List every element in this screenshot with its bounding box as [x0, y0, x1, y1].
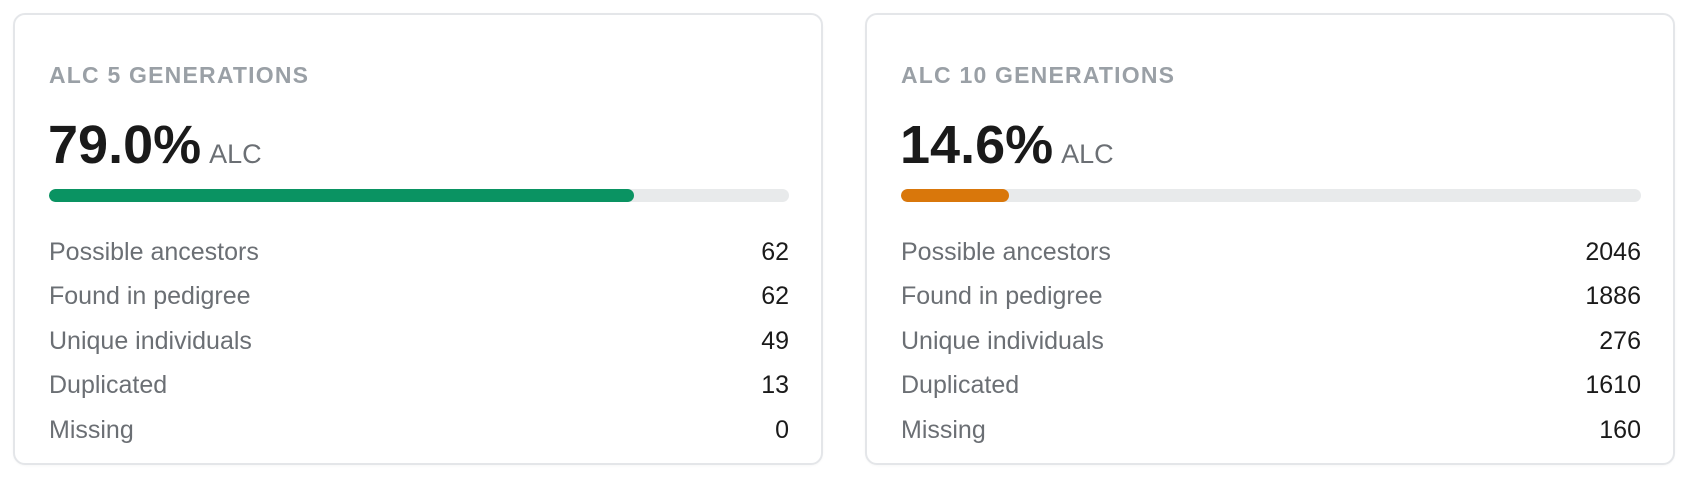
progress-bar — [49, 189, 789, 202]
stat-label: Possible ancestors — [901, 237, 1111, 266]
alc-percent: 14.6% — [900, 115, 1054, 175]
stat-value: 2046 — [1585, 237, 1641, 266]
stat-value: 276 — [1599, 326, 1641, 355]
stat-row-missing: Missing 0 — [49, 408, 789, 453]
stat-value: 49 — [761, 326, 789, 355]
alc-card-10-generations: ALC 10 GENERATIONS 14.6% ALC Possible anc… — [865, 13, 1675, 465]
stat-row-found-in-pedigree: Found in pedigree 62 — [49, 275, 789, 320]
stat-value: 1610 — [1585, 371, 1641, 400]
stat-row-duplicated: Duplicated 13 — [49, 364, 789, 409]
stat-value: 62 — [761, 282, 789, 311]
stat-row-unique-individuals: Unique individuals 276 — [901, 319, 1641, 364]
card-title: ALC 10 GENERATIONS — [901, 62, 1176, 88]
card-title: ALC 5 GENERATIONS — [49, 62, 310, 88]
progress-bar-fill — [901, 189, 1010, 202]
alc-card-5-generations: ALC 5 GENERATIONS 79.0% ALC Possible ance… — [13, 13, 823, 465]
stat-label: Unique individuals — [901, 326, 1104, 355]
progress-bar-fill — [49, 189, 634, 202]
stat-row-missing: Missing 160 — [901, 408, 1641, 453]
stat-value: 0 — [775, 415, 789, 444]
stat-label: Possible ancestors — [49, 237, 259, 266]
stats-list: Possible ancestors 2046 Found in pedigre… — [901, 230, 1641, 453]
stat-row-found-in-pedigree: Found in pedigree 1886 — [901, 275, 1641, 320]
stat-row-duplicated: Duplicated 1610 — [901, 364, 1641, 409]
stat-label: Missing — [901, 415, 986, 444]
alc-headline: 79.0% ALC — [48, 115, 262, 189]
stat-label: Found in pedigree — [901, 282, 1103, 311]
stat-label: Unique individuals — [49, 326, 252, 355]
alc-headline: 14.6% ALC — [900, 115, 1114, 189]
stat-value: 1886 — [1585, 282, 1641, 311]
stat-row-possible-ancestors: Possible ancestors 62 — [49, 230, 789, 275]
alc-unit: ALC — [209, 139, 262, 169]
progress-bar — [901, 189, 1641, 202]
alc-percent: 79.0% — [48, 115, 202, 175]
stat-value: 13 — [761, 371, 789, 400]
stat-row-unique-individuals: Unique individuals 49 — [49, 319, 789, 364]
alc-unit: ALC — [1061, 139, 1114, 169]
stat-label: Duplicated — [49, 371, 168, 400]
stat-value: 160 — [1599, 415, 1641, 444]
stat-label: Missing — [49, 415, 134, 444]
stat-label: Found in pedigree — [49, 282, 251, 311]
stat-value: 62 — [761, 237, 789, 266]
stat-row-possible-ancestors: Possible ancestors 2046 — [901, 230, 1641, 275]
stat-label: Duplicated — [901, 371, 1020, 400]
stats-list: Possible ancestors 62 Found in pedigree … — [49, 230, 789, 453]
